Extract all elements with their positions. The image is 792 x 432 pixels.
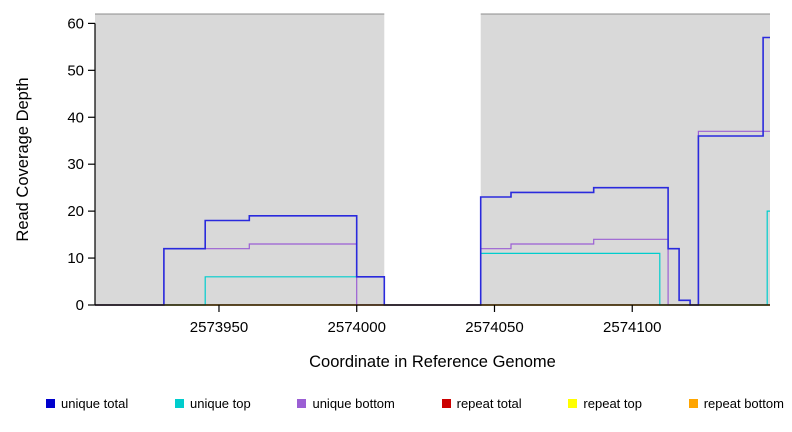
- shaded-region: [95, 14, 385, 305]
- legend-item-unique-top: unique top: [174, 396, 251, 411]
- legend-label: repeat total: [456, 396, 522, 411]
- legend-swatch-icon: [46, 399, 55, 408]
- x-tick-label: 2574100: [603, 319, 661, 336]
- legend-item-repeat-bottom: repeat bottom: [688, 396, 784, 411]
- legend-swatch-icon: [568, 399, 578, 408]
- legend-label: unique total: [61, 396, 129, 411]
- x-tick-label: 2573950: [190, 319, 248, 336]
- legend-swatch-icon: [174, 399, 184, 408]
- legend-item-unique-bottom: unique bottom: [297, 396, 395, 411]
- y-axis-title: Read Coverage Depth: [14, 77, 32, 241]
- legend-label: repeat top: [583, 396, 642, 411]
- chart-legend: unique total unique top unique bottom repea…: [46, 396, 784, 411]
- legend-item-repeat-top: repeat top: [568, 396, 642, 411]
- y-tick-label: 0: [76, 297, 84, 314]
- x-tick-label: 2574000: [328, 319, 386, 336]
- y-tick-label: 20: [67, 203, 84, 220]
- y-tick-label: 10: [67, 250, 84, 267]
- legend-label: unique bottom: [312, 396, 395, 411]
- shaded-region: [480, 14, 770, 305]
- legend-swatch-icon: [297, 399, 307, 408]
- y-tick-label: 60: [67, 15, 84, 32]
- y-tick-label: 50: [67, 62, 84, 79]
- x-axis-title: Coordinate in Reference Genome: [309, 353, 556, 371]
- y-tick-label: 30: [67, 156, 84, 173]
- legend-item-unique-total: unique total: [46, 396, 128, 411]
- y-tick-label: 40: [67, 109, 84, 126]
- x-tick-label: 2574050: [465, 319, 523, 336]
- legend-swatch-icon: [441, 399, 451, 408]
- legend-item-repeat-total: repeat total: [441, 396, 522, 411]
- legend-swatch-icon: [688, 399, 698, 408]
- legend-label: repeat bottom: [703, 396, 784, 411]
- legend-label: unique top: [189, 396, 251, 411]
- coverage-chart: 0 10 20 30 40 50 60 2573950 2574000 2574050 257410…: [14, 13, 770, 371]
